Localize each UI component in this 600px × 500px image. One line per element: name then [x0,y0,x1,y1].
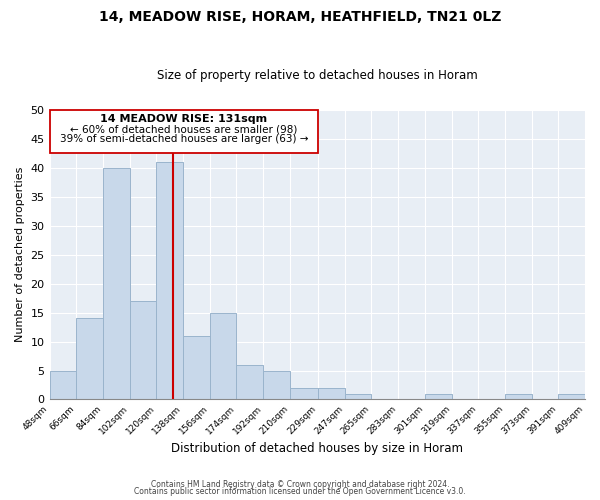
Bar [505,394,532,400]
Text: 14 MEADOW RISE: 131sqm: 14 MEADOW RISE: 131sqm [100,114,268,124]
Bar [210,312,236,400]
Bar [318,388,345,400]
Bar [290,388,318,400]
Bar [559,394,585,400]
Bar [50,370,76,400]
Title: Size of property relative to detached houses in Horam: Size of property relative to detached ho… [157,69,478,82]
X-axis label: Distribution of detached houses by size in Horam: Distribution of detached houses by size … [171,442,463,455]
Bar [425,394,452,400]
Bar [183,336,210,400]
Bar [130,301,157,400]
Bar [103,168,130,400]
Text: Contains public sector information licensed under the Open Government Licence v3: Contains public sector information licen… [134,487,466,496]
Text: 14, MEADOW RISE, HORAM, HEATHFIELD, TN21 0LZ: 14, MEADOW RISE, HORAM, HEATHFIELD, TN21… [99,10,501,24]
Bar [157,162,183,400]
Bar [76,318,103,400]
Text: ← 60% of detached houses are smaller (98): ← 60% of detached houses are smaller (98… [70,124,298,134]
Text: Contains HM Land Registry data © Crown copyright and database right 2024.: Contains HM Land Registry data © Crown c… [151,480,449,489]
Bar [236,364,263,400]
Bar [50,110,318,153]
Bar [263,370,290,400]
Bar [345,394,371,400]
Y-axis label: Number of detached properties: Number of detached properties [15,167,25,342]
Text: 39% of semi-detached houses are larger (63) →: 39% of semi-detached houses are larger (… [59,134,308,144]
